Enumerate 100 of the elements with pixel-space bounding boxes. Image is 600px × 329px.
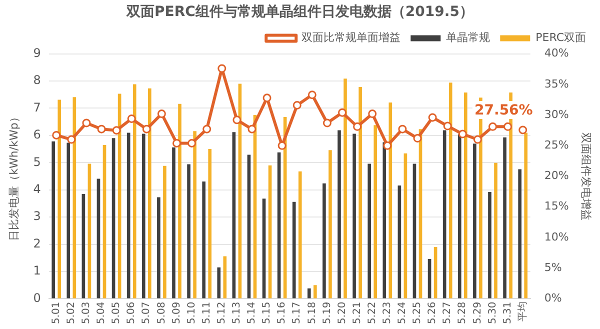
bar [172,147,176,298]
x-tick-label: 5.14 [246,302,258,324]
x-tick-label: 5.27 [442,302,454,324]
point [443,122,452,130]
bar [96,178,100,298]
bar [404,153,408,298]
point [504,122,512,131]
x-tick-label: 5.11 [201,302,212,324]
x-tick-label: 5.08 [156,302,168,324]
bar [448,82,452,298]
bar [314,285,317,298]
x-tick-label: 5.31 [502,302,514,324]
x-tick-label: 5.06 [126,302,138,324]
bar [132,84,136,298]
bar [52,141,56,298]
x-tick-label: 5.03 [81,302,92,324]
x-tick-label: 5.19 [322,302,333,324]
point [188,138,196,148]
bar [458,134,462,298]
x-tick-label: 5.24 [397,302,408,324]
point [157,110,166,118]
bar [412,164,416,298]
bar [308,288,311,298]
x-tick-label: 5.23 [382,302,393,324]
y2-tick-label: 35% [544,77,569,90]
x-tick-label: 5.07 [141,302,152,324]
y-tick-label: 7 [33,100,41,114]
bar [82,194,86,298]
bar [298,171,302,298]
x-tick-label: 5.29 [472,302,484,324]
bar [328,150,332,298]
point [82,118,91,128]
x-tick-label: 5.01 [50,302,62,324]
point [368,110,377,118]
point [292,100,302,110]
bar [163,166,166,298]
bar [277,152,281,298]
y-tick-label: 4 [33,182,41,196]
bar [473,144,476,298]
bar [434,247,438,298]
bar [112,138,116,298]
bar [247,154,251,298]
y-tick-label: 9 [33,46,41,60]
bar [202,181,206,298]
bar [58,100,62,298]
y-tick-label: 0 [33,290,41,305]
y2-tick-label: 25% [544,138,569,152]
x-tick-label: 5.05 [111,302,122,324]
bar [464,92,468,298]
bar [503,137,506,298]
bar [142,134,146,298]
chart-title: 双面PERC组件与常规单晶组件日发电数据（2019.5） [126,4,474,20]
y-tick-label: 8 [33,73,41,88]
x-tick-label: 5.28 [457,302,468,324]
bar [338,130,341,298]
bar [442,130,446,298]
bar [102,144,106,298]
point [112,126,121,135]
y2-tick-label: 30% [544,108,569,121]
x-tick-label: 5.17 [292,302,303,324]
y-tick-label: 5 [33,154,41,169]
x-tick-label: 5.20 [336,302,348,324]
bar [352,134,356,298]
bar [322,183,326,298]
bar [193,131,196,298]
point [172,138,181,148]
point [413,134,422,143]
point [488,122,497,131]
y-tick-label: 3 [33,209,41,224]
point [308,90,316,100]
bar [344,78,347,298]
bar [518,169,522,298]
bar [382,142,386,298]
x-tick-label: 5.21 [352,302,363,324]
point [278,141,286,150]
x-tick-label: 5.04 [96,302,108,324]
x-tick-label: 5.16 [276,302,288,324]
point [232,116,242,124]
point [67,135,76,144]
bar [268,165,272,298]
x-tick-label: 5.18 [306,302,318,324]
y2-tick-label: 10% [544,230,569,244]
legend-label: PERC双面 [536,31,586,44]
point [338,108,347,117]
bar [524,132,528,298]
bar [292,202,296,298]
bar [88,164,92,298]
y-tick-label: 2 [33,236,41,250]
point [398,124,407,134]
bar [232,132,236,298]
bar [428,259,432,298]
x-tick-label: 5.09 [171,302,182,324]
y-tick-label: 6 [33,128,41,142]
point [248,124,256,134]
point [428,113,437,122]
point [127,114,136,123]
point [383,141,392,150]
x-tick-label: 5.25 [412,302,424,324]
y2-tick-label: 20% [544,169,569,182]
point [52,130,61,140]
